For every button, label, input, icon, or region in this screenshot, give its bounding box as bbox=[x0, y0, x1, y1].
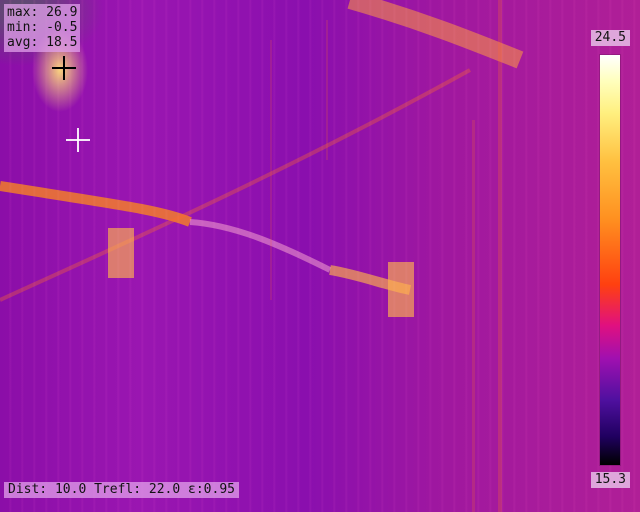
crosshair-icon[interactable] bbox=[66, 128, 90, 152]
seam bbox=[270, 40, 272, 300]
pipe-band bbox=[189, 219, 332, 273]
fixture-hotspot bbox=[388, 262, 414, 317]
scale-max-value: 24.5 bbox=[590, 30, 630, 46]
crosshair-icon[interactable] bbox=[52, 56, 76, 80]
wall-edge bbox=[347, 0, 524, 69]
pipe-band bbox=[0, 181, 192, 227]
temperature-color-scale bbox=[600, 55, 620, 465]
seam bbox=[326, 20, 328, 160]
measurement-parameters: Dist: 10.0 Trefl: 22.0 ε:0.95 bbox=[4, 482, 239, 498]
seam bbox=[498, 0, 502, 512]
temperature-stats: max: 26.9 min: -0.5 avg: 18.5 bbox=[4, 4, 81, 52]
scale-min-value: 15.3 bbox=[590, 472, 630, 488]
fixture-hotspot bbox=[108, 228, 134, 278]
seam bbox=[472, 120, 475, 512]
min-temperature: min: -0.5 bbox=[7, 20, 78, 35]
max-temperature: max: 26.9 bbox=[7, 5, 78, 20]
avg-temperature: avg: 18.5 bbox=[7, 35, 78, 50]
wall-edge bbox=[0, 68, 471, 302]
